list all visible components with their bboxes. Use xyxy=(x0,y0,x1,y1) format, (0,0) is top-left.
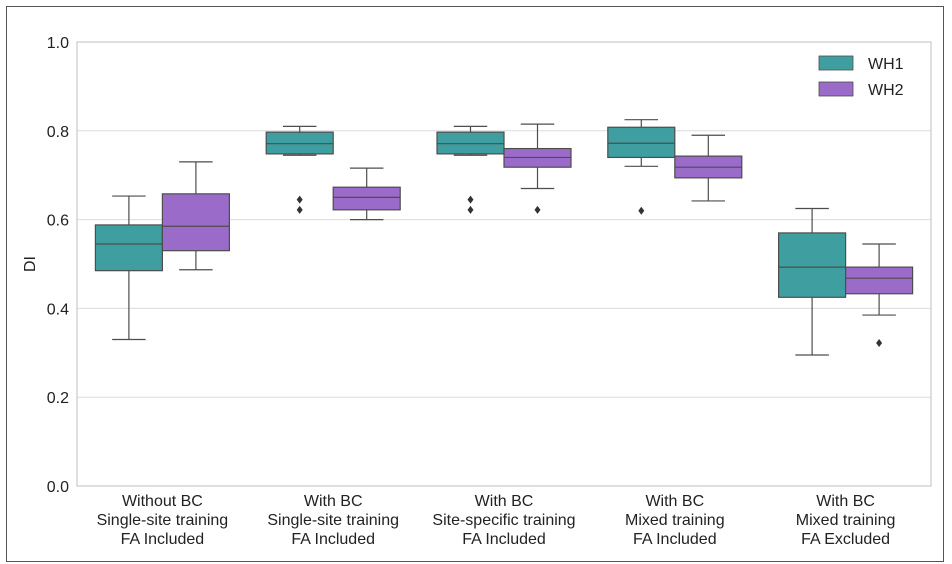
iqr-box xyxy=(94,224,164,272)
category-label: FA Included xyxy=(633,531,717,548)
plot-area xyxy=(76,41,932,487)
iqr-box xyxy=(777,232,847,298)
iqr-box xyxy=(436,131,505,155)
category-label: With BC xyxy=(645,493,704,510)
y-tick-label: 1.0 xyxy=(47,35,69,52)
box-plot-chart: 0.0 0.2 0.4 0.6 0.8 1.0 DI Without BC Single-s… xyxy=(22,35,932,548)
outlier-point xyxy=(296,205,303,214)
iqr-box xyxy=(607,126,676,159)
category-label: Single-site training xyxy=(267,512,399,529)
box-wh2-2 xyxy=(503,123,572,214)
iqr-box xyxy=(161,193,230,252)
iqr-box xyxy=(332,186,401,211)
y-tick-label: 0.4 xyxy=(47,301,69,318)
category-label: With BC xyxy=(304,493,363,510)
iqr-box xyxy=(844,266,914,295)
outlier-point xyxy=(876,339,883,348)
legend-swatch-wh1 xyxy=(818,55,854,71)
category-label: FA Included xyxy=(291,531,375,548)
box-wh2-4 xyxy=(844,243,914,348)
outlier-point xyxy=(296,195,303,204)
category-label: Single-site training xyxy=(97,512,229,529)
category-label: Mixed training xyxy=(796,512,896,529)
y-tick-label: 0.2 xyxy=(47,390,69,407)
box-wh1-0 xyxy=(94,195,164,341)
outlier-point xyxy=(467,195,474,204)
boxes-layer xyxy=(94,119,914,356)
legend: WH1 WH2 xyxy=(818,55,904,99)
category-label: With BC xyxy=(475,493,534,510)
box-wh1-2 xyxy=(436,125,505,214)
category-label: Mixed training xyxy=(625,512,725,529)
box-wh1-3 xyxy=(607,119,676,215)
box-wh1-4 xyxy=(777,207,847,356)
y-axis-title: DI xyxy=(22,256,39,272)
category-label: FA Included xyxy=(462,531,546,548)
y-tick-label: 0.8 xyxy=(47,124,69,141)
category-label: With BC xyxy=(816,493,875,510)
outlier-point xyxy=(467,205,474,214)
x-axis-categories: Without BC Single-site training FA Include… xyxy=(97,493,896,548)
box-wh1-1 xyxy=(265,125,334,214)
y-tick-label: 0.0 xyxy=(47,479,69,496)
legend-label-wh2: WH2 xyxy=(868,82,904,99)
legend-label-wh1: WH1 xyxy=(868,56,904,73)
box-wh2-3 xyxy=(674,134,743,202)
category-label: FA Included xyxy=(121,531,205,548)
category-label: FA Excluded xyxy=(801,531,890,548)
outlier-point xyxy=(534,205,541,214)
y-tick-label: 0.6 xyxy=(47,213,69,230)
category-label: Without BC xyxy=(122,493,203,510)
y-axis-ticks: 0.0 0.2 0.4 0.6 0.8 1.0 xyxy=(47,35,69,496)
category-label: Site-specific training xyxy=(432,512,575,529)
chart-frame: 0.0 0.2 0.4 0.6 0.8 1.0 DI Without BC Single-s… xyxy=(6,6,944,562)
legend-swatch-wh2 xyxy=(818,81,854,97)
outlier-point xyxy=(638,206,645,215)
iqr-box xyxy=(265,131,334,155)
box-wh2-1 xyxy=(332,167,401,221)
box-wh2-0 xyxy=(161,161,230,271)
